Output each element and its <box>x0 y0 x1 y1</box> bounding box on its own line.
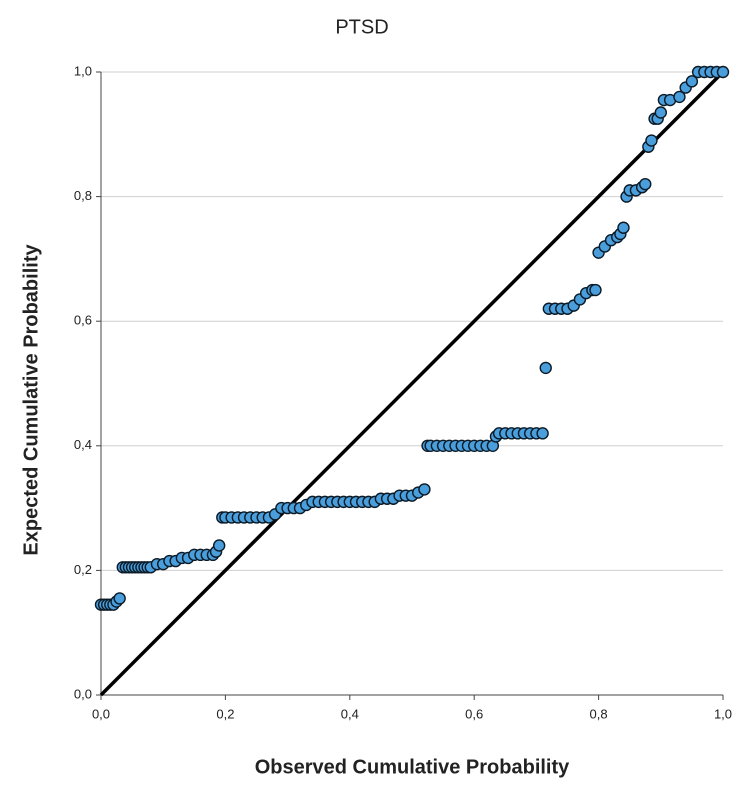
point <box>617 221 630 234</box>
y-tick-label: 1,0 <box>74 63 92 78</box>
x-tick-label: 0,6 <box>465 706 483 721</box>
y-tick-label: 0,6 <box>74 313 92 328</box>
x-tick-label: 0,0 <box>92 706 110 721</box>
y-tick-label: 0,8 <box>74 188 92 203</box>
x-tick-label: 0,2 <box>216 706 234 721</box>
point <box>639 177 652 191</box>
point <box>539 361 552 375</box>
y-axis-title: Expected Cumulative Probability <box>20 244 42 556</box>
y-tick-label: 0,0 <box>74 686 92 701</box>
point <box>589 283 602 297</box>
point <box>685 75 699 88</box>
x-tick-label: 0,8 <box>590 706 608 721</box>
point <box>536 427 549 440</box>
point <box>654 106 667 119</box>
x-axis-title: Observed Cumulative Probability <box>255 756 570 778</box>
point <box>645 134 658 147</box>
point <box>113 592 126 605</box>
chart-title: PTSD <box>335 16 388 38</box>
point <box>212 539 226 552</box>
x-tick-label: 1,0 <box>714 706 732 721</box>
y-tick-label: 0,4 <box>74 437 92 452</box>
point <box>673 90 686 104</box>
reference-line <box>99 70 725 697</box>
point <box>418 483 431 496</box>
x-tick-label: 0,4 <box>341 706 359 721</box>
y-tick-label: 0,2 <box>74 562 92 577</box>
point <box>716 65 730 79</box>
